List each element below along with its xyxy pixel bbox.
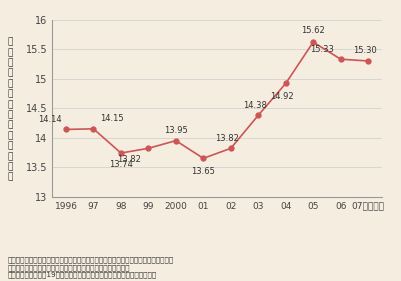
Text: 13.74: 13.74	[109, 160, 133, 169]
Text: 13.82: 13.82	[215, 134, 239, 143]
Text: 14.38: 14.38	[242, 101, 266, 110]
Text: （注）一人当たり県民所得の変動係数とは、全県計に対する都道府県の開差率を相対
　　的に表したもので、数値が大きいほどばらつきが大きい。
資料）内閣府「平成19年: （注）一人当たり県民所得の変動係数とは、全県計に対する都道府県の開差率を相対 的…	[8, 256, 174, 278]
Text: 14.14: 14.14	[38, 115, 62, 124]
Text: 14.92: 14.92	[270, 92, 294, 101]
Text: 13.82: 13.82	[117, 155, 141, 164]
Text: 15.62: 15.62	[301, 26, 324, 35]
Text: 15.33: 15.33	[309, 45, 333, 54]
Text: 13.65: 13.65	[191, 167, 215, 176]
Text: 14.15: 14.15	[100, 114, 124, 123]
Text: 一
人
当
た
り
県
民
所
得
の
変
動
係
数: 一 人 当 た り 県 民 所 得 の 変 動 係 数	[7, 37, 13, 182]
Text: 15.30: 15.30	[352, 46, 376, 55]
Text: 13.95: 13.95	[164, 126, 187, 135]
